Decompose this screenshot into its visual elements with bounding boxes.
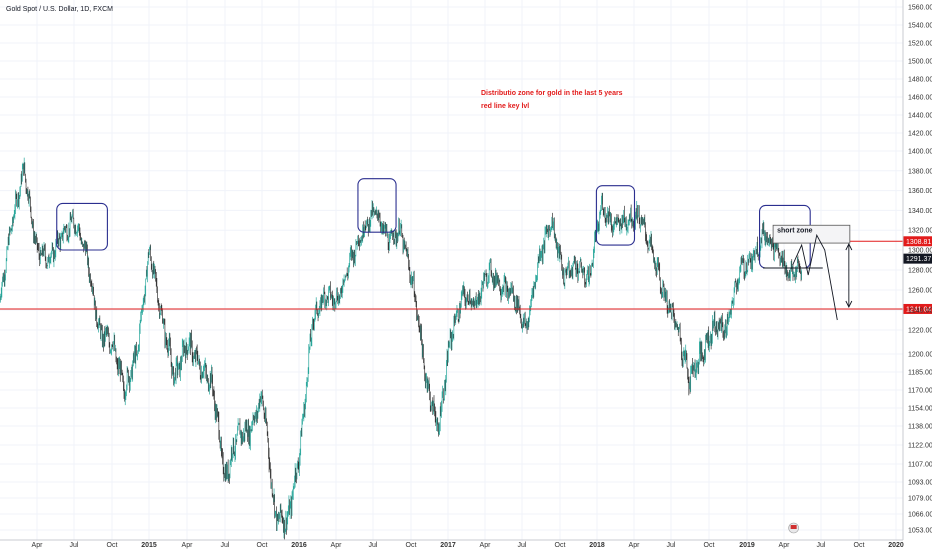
y-tick-label: 1400.00 bbox=[908, 149, 932, 156]
y-tick-label: 1122.00 bbox=[908, 443, 932, 450]
y-tick-label: 1138.00 bbox=[908, 424, 932, 431]
price-axis[interactable]: 1560.00 1540.00 1520.00 1500.00 1480.00 1460.… bbox=[902, 0, 932, 540]
y-tick-label: 1220.00 bbox=[908, 328, 932, 335]
y-tick-label: 1107.00 bbox=[908, 462, 932, 469]
projection-drawings: short zone bbox=[763, 224, 853, 534]
short-zone-box bbox=[772, 224, 851, 244]
flag-icon bbox=[790, 525, 797, 529]
x-tick-label: Oct bbox=[107, 542, 118, 549]
y-tick-label: 1079.00 bbox=[908, 496, 932, 503]
y-tick-label: 1540.00 bbox=[908, 23, 932, 30]
key-level-value: 1241.04 bbox=[906, 306, 931, 313]
y-tick-label: 1093.00 bbox=[908, 480, 932, 487]
x-tick-label: Apr bbox=[331, 542, 343, 549]
projected-path bbox=[792, 233, 838, 321]
grid-lines bbox=[0, 0, 903, 540]
last-price-tag bbox=[903, 253, 932, 264]
y-tick-label: 1340.00 bbox=[908, 208, 932, 215]
y-tick-label: 1420.00 bbox=[908, 131, 932, 138]
y-tick-label: 1520.00 bbox=[908, 41, 932, 48]
y-tick-label: 1380.00 bbox=[908, 168, 932, 175]
key-level-value: 1308.81 bbox=[906, 239, 931, 246]
y-tick-label: 1500.00 bbox=[908, 59, 932, 66]
y-tick-label: 1460.00 bbox=[908, 95, 932, 102]
x-tick-label: Oct bbox=[406, 542, 417, 549]
x-tick-label: Apr bbox=[182, 542, 194, 549]
x-tick-label: Oct bbox=[555, 542, 566, 549]
y-tick-label: 1170.00 bbox=[908, 388, 932, 395]
x-tick-label: Jul bbox=[817, 542, 826, 549]
y-tick-label: 1360.00 bbox=[908, 188, 932, 195]
x-tick-label: Apr bbox=[480, 542, 492, 549]
key-levels: 1308.81 1241.04 1291.37 bbox=[0, 236, 932, 314]
x-tick-label: 2019 bbox=[739, 542, 755, 549]
x-tick-label: Jul bbox=[70, 542, 79, 549]
x-tick-label: Jul bbox=[221, 542, 230, 549]
x-tick-label: Jul bbox=[518, 542, 527, 549]
y-tick-label: 1480.00 bbox=[908, 77, 932, 84]
annotation-key-level: red line key lvl bbox=[481, 103, 529, 110]
distribution-zone-markers bbox=[56, 178, 811, 269]
price-series bbox=[0, 157, 803, 540]
y-tick-label: 1053.00 bbox=[908, 528, 932, 535]
y-tick-label: 1560.00 bbox=[908, 5, 932, 12]
x-tick-label: 2020 bbox=[888, 542, 904, 549]
x-tick-label: Jul bbox=[667, 542, 676, 549]
x-tick-label: Oct bbox=[704, 542, 715, 549]
y-tick-label: 1154.00 bbox=[908, 406, 932, 413]
y-tick-label: 1200.00 bbox=[908, 352, 932, 359]
y-tick-label: 1440.00 bbox=[908, 113, 932, 120]
target-arrow-head-down bbox=[845, 300, 853, 309]
x-tick-label: Oct bbox=[257, 542, 268, 549]
y-tick-label: 1066.00 bbox=[908, 512, 932, 519]
last-price-value: 1291.37 bbox=[906, 256, 931, 263]
x-tick-label: Apr bbox=[32, 542, 44, 549]
x-tick-label: 2015 bbox=[141, 542, 157, 549]
y-tick-label: 1185.00 bbox=[908, 370, 932, 377]
x-tick-label: Oct bbox=[854, 542, 865, 549]
time-axis[interactable]: Apr Jul Oct 2015 Apr Jul Oct 2016 Apr Jul Oct 2017 A… bbox=[0, 539, 904, 549]
y-tick-label: 1300.00 bbox=[908, 248, 932, 255]
distribution-zone-box bbox=[357, 178, 397, 233]
target-arrow-head-up bbox=[845, 243, 853, 251]
y-tick-label: 1280.00 bbox=[908, 268, 932, 275]
annotation-distribution: Distributio zone for gold in the last 5 … bbox=[481, 90, 623, 97]
key-level-tag bbox=[903, 236, 932, 247]
x-tick-label: 2018 bbox=[589, 542, 605, 549]
distribution-zone-box bbox=[56, 202, 108, 251]
x-tick-label: Jul bbox=[369, 542, 378, 549]
short-zone-label: short zone bbox=[777, 227, 812, 234]
x-tick-label: Apr bbox=[629, 542, 641, 549]
x-tick-label: 2016 bbox=[291, 542, 307, 549]
key-level-tag bbox=[903, 303, 932, 314]
y-tick-label: 1320.00 bbox=[908, 228, 932, 235]
distribution-zone-box bbox=[595, 185, 636, 246]
x-tick-label: Apr bbox=[779, 542, 791, 549]
y-tick-label: 1240.00 bbox=[908, 308, 932, 315]
y-tick-label: 1260.00 bbox=[908, 288, 932, 295]
chart-title: Gold Spot / U.S. Dollar, 1D, FXCM bbox=[6, 6, 113, 13]
x-tick-label: 2017 bbox=[440, 542, 456, 549]
